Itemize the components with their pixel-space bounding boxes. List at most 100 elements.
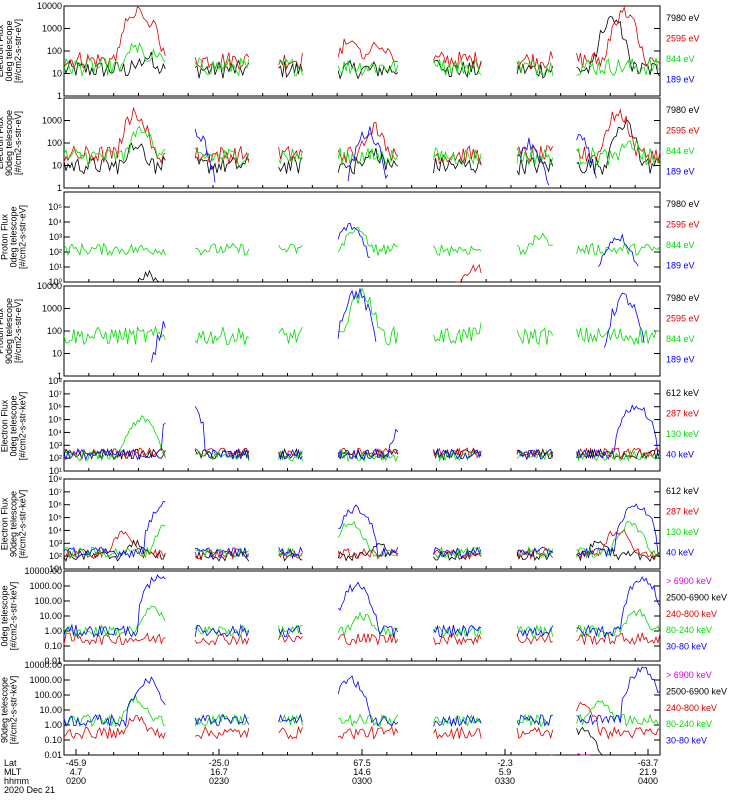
y-tick-label: 10¹ bbox=[49, 564, 62, 574]
y-tick-label: 1000.00 bbox=[29, 675, 62, 685]
series-trace-844-ev bbox=[63, 41, 661, 78]
series-trace-240-800-kev bbox=[63, 631, 661, 646]
series-trace-40-kev bbox=[63, 500, 661, 559]
panel-frame bbox=[63, 285, 661, 377]
y-tick-label: 10⁶ bbox=[48, 402, 62, 412]
y-axis-label-line: [#/cm2-s-str-keV] bbox=[18, 392, 28, 461]
y-axis-label-line: [#/cm2-s-str-eV] bbox=[18, 205, 28, 269]
y-axis-label: MEPEDElectron Flux0deg telescope[#/cm2-s… bbox=[0, 392, 28, 461]
y-axis-label-line: [#/cm2-s-str-eV] bbox=[13, 19, 23, 83]
legend-entry: > 6900 keV bbox=[666, 670, 712, 680]
panel-frame bbox=[63, 664, 661, 756]
y-axis-label-line: Electron Flux bbox=[0, 399, 10, 452]
legend-entry: 2595 eV bbox=[666, 220, 700, 230]
y-axis-label-line: [#/cm2-s-str-keV] bbox=[18, 490, 28, 559]
series-trace-130-kev bbox=[63, 415, 661, 463]
y-axis-label-line: 0deg telescope bbox=[9, 395, 19, 456]
x-row-label: Lat bbox=[4, 758, 17, 768]
y-tick-label: 10⁷ bbox=[49, 389, 62, 399]
y-tick-label: 0.01 bbox=[44, 656, 62, 666]
y-axis-label-line: [#/cm2-s-str-keV] bbox=[9, 582, 19, 651]
series-trace-30-80-kev bbox=[63, 574, 661, 638]
panel-3: 10⁰ 10¹ 10² 10³ 10⁴ 10⁵ TEDProton Flux0deg tel… bbox=[0, 191, 700, 287]
y-axis-label-line: 90deg telescope bbox=[9, 491, 19, 557]
legend-entry: 2595 eV bbox=[666, 126, 700, 136]
series-trace-2595-ev bbox=[63, 6, 661, 71]
series-trace-844-ev bbox=[63, 287, 661, 346]
series-trace-2500-6900-kev bbox=[576, 726, 603, 756]
y-axis-label: TEDProton Flux0deg telescope[#/cm2-s-str… bbox=[0, 205, 28, 269]
x-mlt-label: 5.9 bbox=[499, 767, 512, 777]
x-lat-label: 67.5 bbox=[353, 758, 371, 768]
x-lat-label: -45.9 bbox=[66, 758, 87, 768]
y-axis-label: 0deg telescope[#/cm2-s-str-keV] bbox=[0, 582, 19, 651]
series-trace-7980-ev bbox=[63, 119, 661, 176]
x-time-label: 0400 bbox=[638, 776, 658, 786]
y-tick-label: 1000 bbox=[42, 24, 62, 34]
y-axis-label-line: [#/cm2-s-str-eV] bbox=[13, 299, 23, 363]
y-tick-label: 1 bbox=[57, 91, 62, 101]
legend-entry: 287 keV bbox=[666, 507, 699, 517]
y-tick-label: 100.00 bbox=[34, 690, 62, 700]
y-axis-label-line: 0deg telescope bbox=[0, 585, 10, 646]
x-mlt-label: 21.9 bbox=[639, 767, 657, 777]
y-tick-label: 10³ bbox=[49, 232, 62, 242]
y-axis-label-line: 0deg telescope bbox=[4, 20, 14, 81]
y-tick-label: 10⁷ bbox=[49, 487, 62, 497]
legend-entry: 130 keV bbox=[666, 527, 699, 537]
y-axis-label-line: Proton Flux bbox=[0, 213, 10, 260]
y-tick-label: 10⁵ bbox=[48, 202, 62, 212]
series-trace-240-800-kev bbox=[63, 701, 661, 740]
legend-entry: 189 eV bbox=[666, 75, 695, 85]
series-trace--6900-kev bbox=[550, 752, 591, 756]
x-lat-label: -25.0 bbox=[209, 758, 230, 768]
legend-entry: 844 eV bbox=[666, 240, 695, 250]
legend-entry: 2500-6900 keV bbox=[666, 592, 727, 602]
panel-1: 1 10 100 1000 10000 Electron Flux0deg telesco… bbox=[0, 1, 700, 101]
legend-entry: 40 keV bbox=[666, 450, 694, 460]
x-time-label: 0200 bbox=[66, 776, 86, 786]
y-tick-label: 10⁴ bbox=[48, 217, 62, 227]
legend-entry: 240-800 keV bbox=[666, 703, 717, 713]
y-axis-label-line: 0deg telescope bbox=[9, 206, 19, 267]
panel-frame bbox=[63, 97, 661, 189]
legend-entry: 240-800 keV bbox=[666, 609, 717, 619]
y-axis-label-line: Proton Flux bbox=[0, 307, 5, 354]
legend-entry: 189 eV bbox=[666, 355, 695, 365]
y-tick-label: 1.00 bbox=[44, 626, 62, 636]
y-axis-label-line: Electron Flux bbox=[0, 497, 10, 550]
y-axis-label: Electron Flux0deg telescope[#/cm2-s-str-… bbox=[0, 19, 23, 83]
y-axis-label: MEPEDElectron Flux90deg telescope[#/cm2-… bbox=[0, 490, 28, 559]
y-tick-label: 10000.00 bbox=[24, 566, 62, 576]
legend-entry: 612 keV bbox=[666, 486, 699, 496]
y-axis-label-line: MEPED bbox=[0, 508, 1, 541]
panel-frame bbox=[63, 478, 661, 570]
y-tick-label: 10⁸ bbox=[48, 474, 62, 484]
series-trace-844-ev bbox=[63, 125, 661, 167]
legend-entry: 844 eV bbox=[666, 146, 695, 156]
y-axis-label-line: [#/cm2-s-str-keV] bbox=[9, 676, 19, 745]
y-tick-label: 10² bbox=[49, 453, 62, 463]
y-tick-label: 10¹ bbox=[49, 262, 62, 272]
x-mlt-label: 16.7 bbox=[210, 767, 228, 777]
legend-entry: 2595 eV bbox=[666, 314, 700, 324]
x-row-label: 2020 Dec 21 bbox=[4, 785, 55, 795]
series-trace-2595-ev bbox=[455, 263, 482, 283]
y-tick-label: 0.10 bbox=[44, 641, 62, 651]
legend-entry: 80-240 keV bbox=[666, 719, 712, 729]
y-tick-label: 1 bbox=[57, 183, 62, 193]
x-lat-label: -2.3 bbox=[497, 758, 513, 768]
y-tick-label: 100 bbox=[47, 326, 62, 336]
series-trace-189-ev bbox=[151, 288, 645, 363]
x-row-label: MLT bbox=[4, 767, 22, 777]
y-axis-label-line: Electron Flux bbox=[0, 24, 5, 77]
y-tick-label: 10³ bbox=[49, 538, 62, 548]
y-axis-label: 90deg telescope[#/cm2-s-str-keV] bbox=[0, 676, 19, 745]
y-tick-label: 100 bbox=[47, 46, 62, 56]
x-mlt-label: 4.7 bbox=[70, 767, 83, 777]
y-tick-label: 1 bbox=[57, 371, 62, 381]
panel-5: 10¹ 10² 10³ 10⁴ 10⁵ 10⁶ 10⁷ 10⁸ MEPEDElectron Fl… bbox=[0, 376, 699, 476]
y-tick-label: 10⁴ bbox=[48, 427, 62, 437]
y-tick-label: 10⁶ bbox=[48, 500, 62, 510]
